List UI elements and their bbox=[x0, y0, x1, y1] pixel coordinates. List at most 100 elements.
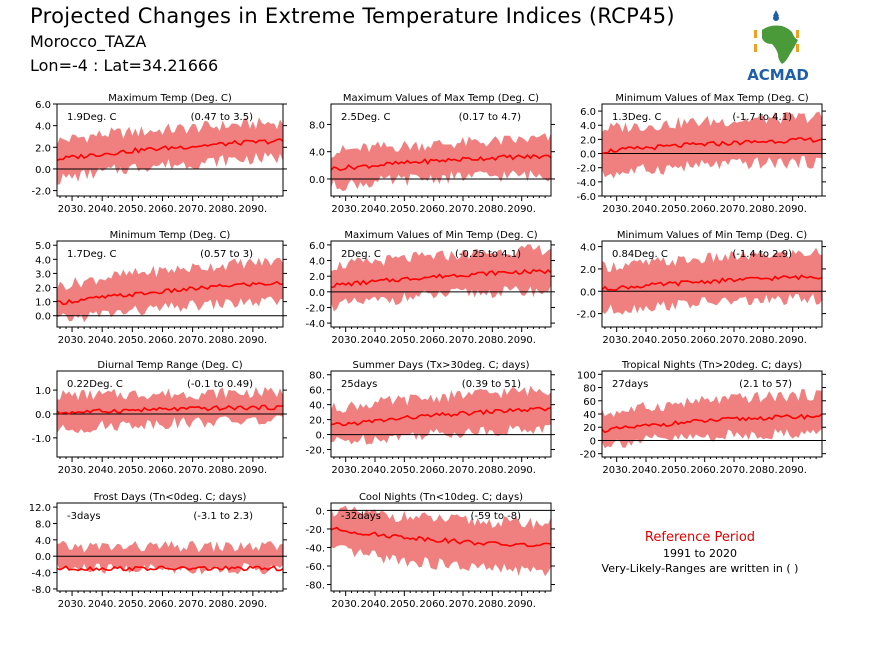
chart-range-label: (-59 to -8) bbox=[470, 511, 521, 522]
x-tick-label: 2060. bbox=[148, 335, 177, 346]
mean-line bbox=[330, 268, 552, 288]
x-tick-label: 2070. bbox=[178, 599, 207, 610]
y-tick-label: 0. bbox=[315, 431, 325, 442]
plot-frame bbox=[330, 240, 552, 328]
plot-frame bbox=[330, 103, 552, 197]
x-tick-label: 2090. bbox=[507, 599, 536, 610]
x-tick-label: 2090. bbox=[507, 204, 536, 215]
plot-frame bbox=[56, 240, 284, 328]
y-tick-label: 4.0 bbox=[35, 255, 51, 266]
y-tick-label: 20. bbox=[309, 416, 325, 427]
x-tick-label: 2070. bbox=[720, 465, 749, 476]
x-tick-label: 2060. bbox=[148, 204, 177, 215]
range-band bbox=[57, 540, 283, 575]
chart-value-label: 1.3Deg. C bbox=[612, 112, 661, 123]
y-tick-label: -2.0 bbox=[305, 303, 325, 314]
chart-panel: -8.0 -4.0 0.0 4.0 8.0 12.0 2030. 2040. 2050. 2060… bbox=[29, 492, 287, 610]
x-tick-label: 2050. bbox=[390, 465, 419, 476]
reference-period-years: 1991 to 2020 bbox=[662, 547, 738, 560]
range-band bbox=[331, 244, 551, 312]
y-tick-label: -20. bbox=[305, 525, 325, 536]
x-tick-label: 2080. bbox=[478, 204, 507, 215]
x-tick-label: 2040. bbox=[632, 335, 661, 346]
x-tick-label: 2060. bbox=[419, 599, 448, 610]
x-tick-label: 2090. bbox=[239, 465, 268, 476]
chart-title: Tropical Nights (Tn>20deg. C; days) bbox=[621, 360, 802, 371]
x-tick-label: 2060. bbox=[148, 465, 177, 476]
x-tick-label: 2090. bbox=[778, 335, 807, 346]
y-tick-label: 6.0 bbox=[580, 107, 596, 118]
y-tick-label: 1.0 bbox=[35, 298, 51, 309]
chart-panel: -2.0 0.0 2.0 4.0 6.0 2030. 2040. 2050. 2060. 2070… bbox=[31, 93, 287, 215]
x-tick-label: 2070. bbox=[449, 599, 478, 610]
page-title: Projected Changes in Extreme Temperature… bbox=[30, 4, 675, 28]
x-tick-label: 2060. bbox=[419, 204, 448, 215]
chart-value-label: -32days bbox=[341, 511, 381, 522]
y-tick-label: 0.0 bbox=[309, 288, 325, 299]
y-tick-label: 8.0 bbox=[309, 120, 325, 131]
y-tick-label: 0.0 bbox=[35, 552, 51, 563]
plot-frame bbox=[601, 103, 823, 197]
plot-frame bbox=[330, 370, 552, 458]
mean-line bbox=[601, 413, 823, 434]
x-tick-label: 2030. bbox=[602, 465, 631, 476]
y-tick-label: 12.0 bbox=[29, 503, 51, 514]
x-tick-label: 2050. bbox=[661, 335, 690, 346]
range-band bbox=[57, 117, 283, 185]
x-tick-label: 2080. bbox=[749, 465, 778, 476]
y-tick-label: -20 bbox=[580, 450, 596, 461]
chart-panel: -80.-60.-40.-20.0.2030. 2040. 2050. 2060. 20… bbox=[305, 492, 555, 610]
y-tick-label: 0. bbox=[315, 506, 325, 517]
y-tick-label: 8.0 bbox=[35, 519, 51, 530]
y-tick-label: 0.0 bbox=[309, 175, 325, 186]
x-tick-label: 2060. bbox=[690, 335, 719, 346]
y-tick-label: -4.0 bbox=[31, 569, 51, 580]
x-tick-label: 2090. bbox=[239, 599, 268, 610]
x-tick-label: 2030. bbox=[331, 599, 360, 610]
y-tick-label: -80. bbox=[305, 581, 325, 592]
x-tick-label: 2050. bbox=[118, 465, 147, 476]
chart-range-label: (2.1 to 57) bbox=[739, 379, 792, 390]
y-tick-label: -2.0 bbox=[31, 187, 51, 198]
y-tick-label: 2.0 bbox=[35, 143, 51, 154]
chart-value-label: 2Deg. C bbox=[341, 249, 381, 260]
chart-panel: -20 0 20 40 60 80 100 2030. 2040. 2050. 2060. 2070.… bbox=[577, 360, 826, 476]
chart-value-label: 0.84Deg. C bbox=[612, 249, 668, 260]
plot-frame bbox=[56, 103, 284, 197]
y-tick-label: 0.0 bbox=[35, 165, 51, 176]
y-tick-label: 4.0 bbox=[580, 243, 596, 254]
x-tick-label: 2030. bbox=[331, 465, 360, 476]
x-tick-label: 2040. bbox=[361, 204, 390, 215]
x-tick-label: 2030. bbox=[331, 335, 360, 346]
mean-line bbox=[330, 153, 552, 172]
y-tick-label: -60. bbox=[305, 562, 325, 573]
mean-line bbox=[56, 404, 284, 415]
range-band bbox=[602, 111, 822, 179]
chart-title: Diurnal Temp Range (Deg. C) bbox=[97, 360, 242, 371]
x-tick-label: 2040. bbox=[361, 599, 390, 610]
x-tick-label: 2060. bbox=[690, 204, 719, 215]
mean-line bbox=[330, 526, 552, 548]
chart-title: Maximum Values of Max Temp (Deg. C) bbox=[343, 93, 539, 104]
x-tick-label: 2080. bbox=[208, 599, 237, 610]
chart-value-label: 2.5Deg. C bbox=[341, 112, 390, 123]
x-tick-label: 2040. bbox=[361, 335, 390, 346]
y-tick-label: 4.0 bbox=[309, 148, 325, 159]
mean-line bbox=[56, 138, 284, 162]
y-tick-label: -4.0 bbox=[305, 319, 325, 330]
chart-title: Minimum Values of Max Temp (Deg. C) bbox=[615, 93, 808, 104]
y-tick-label: 4.0 bbox=[35, 536, 51, 547]
chart-range-label: (-1.4 to 2.9) bbox=[732, 249, 792, 260]
y-tick-label: 100 bbox=[577, 370, 596, 381]
mean-line bbox=[56, 280, 284, 306]
x-tick-label: 2030. bbox=[331, 204, 360, 215]
logo-text: ACMAD bbox=[747, 66, 809, 84]
x-tick-label: 2040. bbox=[632, 465, 661, 476]
x-tick-label: 2070. bbox=[449, 335, 478, 346]
chart-value-label: 25days bbox=[341, 379, 377, 390]
x-tick-label: 2090. bbox=[778, 204, 807, 215]
acmad-logo: ACMAD bbox=[747, 10, 809, 84]
y-tick-label: 2.0 bbox=[580, 265, 596, 276]
chart-panel: -4.0 -2.0 0.0 2.0 4.0 6.0 2030. 2040. 2050. 2060.… bbox=[305, 230, 555, 346]
